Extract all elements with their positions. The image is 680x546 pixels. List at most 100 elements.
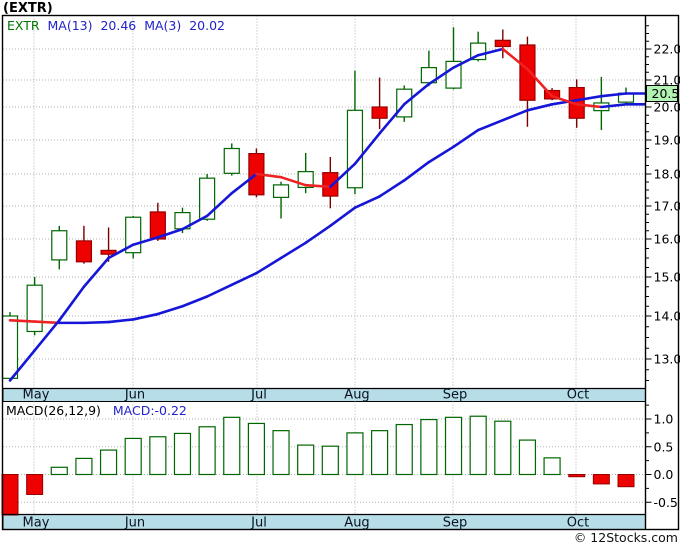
macd-tick-label: 0.5 [654, 439, 674, 454]
macd-bar-positive [469, 415, 487, 476]
macd-bar-positive [346, 432, 364, 476]
month-label-bottom: Jul [250, 516, 267, 531]
ma13-line-segment [427, 145, 455, 164]
month-band-top [2, 388, 646, 402]
macd-tick-label: 1.0 [654, 412, 674, 427]
macd-bar-positive [444, 416, 463, 476]
ma3-line-segment [600, 103, 628, 109]
month-label-top: May [23, 388, 50, 403]
macd-bar-negative [568, 474, 586, 478]
ma3-line-segment [33, 318, 61, 352]
price-tick-label: 20.0 [654, 100, 680, 115]
candle-up [51, 230, 68, 261]
ma3-line-segment [526, 67, 554, 98]
macd-bar-negative [592, 474, 610, 485]
price-tick-label: 17.0 [654, 199, 680, 214]
macd-bar-positive [75, 457, 93, 476]
ma3-line-segment [402, 82, 431, 106]
current-price-badge-label: 20.5 [652, 86, 680, 101]
candle-down [149, 211, 166, 240]
month-label-top: Jun [124, 388, 145, 403]
ma3-line-segment [304, 183, 332, 189]
candle-up [346, 109, 364, 189]
month-band-bottom [2, 514, 646, 530]
ma3-line-segment [329, 162, 357, 189]
macd-bar-positive [50, 466, 68, 476]
page-title: (EXTR) [3, 1, 53, 16]
ma3-value: 20.02 [189, 18, 226, 33]
ma13-line-segment [575, 94, 603, 102]
ma13-line-segment [526, 103, 554, 112]
price-tick-label: 15.0 [654, 270, 680, 285]
macd-bar-positive [173, 432, 192, 476]
macd-bar-positive [371, 430, 389, 476]
macd-bar-positive [420, 418, 438, 476]
macd-bar-positive [223, 416, 241, 476]
price-tick-label: 14.0 [654, 309, 680, 324]
candle-up [272, 184, 290, 198]
price-tick-label: 21.0 [654, 73, 680, 88]
ma3-line-segment [550, 94, 579, 106]
ma13-value: 20.46 [100, 18, 137, 33]
ma13-line-segment [600, 92, 628, 98]
month-label-top: Sep [443, 388, 468, 403]
macd-bar-positive [395, 423, 413, 476]
ma3-label: MA(3) [144, 18, 182, 33]
ma13-line-segment [279, 241, 307, 260]
ma13-line-segment [33, 320, 61, 325]
ma13-line-segment [181, 295, 209, 308]
ma3-line-segment [8, 349, 36, 382]
ma13-line-segment [107, 318, 135, 324]
ma13-line-segment [402, 160, 431, 182]
ma3-line-segment [181, 214, 209, 231]
candle-up [445, 60, 462, 89]
macd-bar-positive [272, 430, 290, 476]
ma3-line-segment [82, 256, 110, 289]
month-label-bottom: Oct [567, 516, 589, 531]
candle-down [100, 249, 117, 255]
price-tick-label: 22.0 [654, 42, 680, 57]
candle-up [26, 284, 43, 333]
ma3-line-segment [156, 227, 184, 239]
ma13-line-segment [304, 224, 332, 245]
ma3-line-segment [575, 103, 603, 109]
ma13-line-segment [255, 256, 283, 275]
macd-bar-positive [247, 422, 265, 476]
month-label-bottom: May [23, 516, 50, 531]
ma3-line-segment [279, 175, 307, 187]
price-tick-label: 19.0 [654, 133, 680, 148]
ma3-line-segment [107, 243, 135, 260]
macd-bar-positive [198, 426, 216, 476]
ma13-line-segment [8, 318, 36, 323]
ma13-line-segment [329, 206, 357, 228]
current-price-badge [646, 85, 678, 102]
candle-down [322, 172, 339, 197]
chart-frame [1, 14, 680, 531]
ma3-line-segment [57, 285, 86, 322]
macd-bar-positive [321, 445, 339, 476]
ma3-line-segment [427, 66, 455, 86]
ma3-line-segment [353, 132, 381, 166]
ma13-line-segment [452, 128, 480, 149]
ma13-line-segment [205, 283, 234, 298]
price-tick-label: 13.0 [654, 352, 680, 367]
candle-down [75, 240, 93, 263]
macd-bar-negative [617, 474, 635, 488]
macd-bar-positive [494, 420, 512, 476]
ma13-line-segment [378, 179, 406, 198]
price-chart-legend: EXTR MA(13) 20.46 MA(3) 20.02 [7, 18, 225, 33]
ma13-line-segment [131, 312, 160, 321]
candle-down [519, 44, 536, 101]
candle-up [223, 147, 240, 174]
ma3-line-segment [501, 47, 529, 71]
macd-bar-negative [1, 474, 19, 516]
ma3-line-segment [205, 191, 234, 218]
macd-bar-positive [297, 444, 315, 476]
ma3-line-segment [476, 47, 505, 57]
candle-down [494, 39, 511, 48]
macd-bar-positive [99, 449, 118, 476]
ma13-line-segment [550, 98, 579, 106]
month-label-top: Jul [250, 388, 267, 403]
candle-up [199, 177, 216, 220]
